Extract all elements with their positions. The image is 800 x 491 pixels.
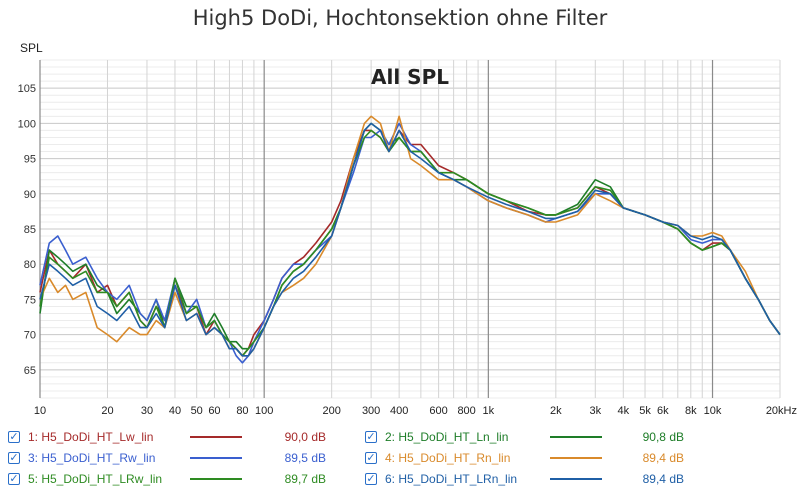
x-tick-label: 100 (255, 405, 273, 417)
y-tick-label: 65 (24, 365, 36, 377)
y-tick-label: 100 (18, 118, 36, 130)
legend-level-value: 90,8 dB (642, 430, 684, 444)
series-line-6 (39, 122, 781, 357)
legend-item-3: ✓ 3: H5_DoDi_HT_Rw_lin (8, 448, 448, 468)
y-tick-label: 90 (24, 189, 36, 201)
y-axis-label: SPL (20, 41, 43, 55)
x-tick-label: 20 (101, 405, 113, 417)
legend-level-value: 90,0 dB (284, 430, 326, 444)
x-tick-label: 5k (639, 405, 651, 417)
series-lines (39, 115, 781, 364)
x-tick-label: 40 (169, 405, 181, 417)
y-tick-label: 105 (18, 83, 36, 95)
figure-title: High5 DoDi, Hochtonsektion ohne Filter (192, 6, 608, 30)
spl-chart: 65 70 75 80 85 90 95 100 105 10 20 30 40 50 60 80 100 20… (18, 41, 797, 417)
legend-series-name: 5: H5_DoDi_HT_LRw_lin (28, 472, 163, 486)
legend-line-swatch (550, 478, 602, 480)
x-tick-label: 300 (362, 405, 380, 417)
legend-item-5: ✓ 5: H5_DoDi_HT_LRw_lin (8, 469, 448, 489)
legend-line-swatch (550, 436, 602, 438)
legend-series-name: 3: H5_DoDi_HT_Rw_lin (28, 451, 156, 465)
x-tick-label: 20kHz (766, 405, 797, 417)
legend-line-swatch (190, 457, 242, 459)
x-tick-label: 4k (617, 405, 629, 417)
legend-checkbox[interactable]: ✓ (8, 452, 20, 464)
legend-item-2: ✓ 2: H5_DoDi_HT_Ln_lin (365, 427, 800, 447)
legend-checkbox[interactable]: ✓ (365, 431, 377, 443)
x-tick-label: 1k (483, 405, 495, 417)
legend-level-value: 89,5 dB (284, 451, 326, 465)
legend-item-1: ✓ 1: H5_DoDi_HT_Lw_lin (8, 427, 448, 447)
legend: ✓ 1: H5_DoDi_HT_Lw_lin 90,0 dB ✓ 2: H5_DoDi_… (0, 425, 800, 491)
y-tick-labels: 65 70 75 80 85 90 95 100 105 (18, 83, 36, 377)
x-tick-label: 80 (236, 405, 248, 417)
legend-checkbox[interactable]: ✓ (8, 431, 20, 443)
x-tick-label: 50 (191, 405, 203, 417)
y-tick-label: 80 (24, 259, 36, 271)
y-tick-label: 70 (24, 330, 36, 342)
x-tick-label: 10 (34, 405, 46, 417)
legend-series-name: 4: H5_DoDi_HT_Rn_lin (385, 451, 511, 465)
y-tick-label: 85 (24, 224, 36, 236)
x-tick-labels: 10 20 30 40 50 60 80 100 200 300 400 600 800 1k 2k 3k 4k… (34, 405, 797, 417)
legend-series-name: 6: H5_DoDi_HT_LRn_lin (385, 472, 518, 486)
legend-level-value: 89,7 dB (284, 472, 326, 486)
legend-checkbox[interactable]: ✓ (365, 452, 377, 464)
x-tick-label: 800 (457, 405, 475, 417)
x-tick-label: 6k (657, 405, 669, 417)
x-tick-label: 10k (704, 405, 722, 417)
x-tick-label: 30 (141, 405, 153, 417)
legend-series-name: 1: H5_DoDi_HT_Lw_lin (28, 430, 154, 444)
y-tick-label: 75 (24, 294, 36, 306)
x-tick-label: 3k (589, 405, 601, 417)
legend-line-swatch (190, 478, 242, 480)
x-tick-label: 400 (390, 405, 408, 417)
legend-series-name: 2: H5_DoDi_HT_Ln_lin (385, 430, 509, 444)
legend-item-4: ✓ 4: H5_DoDi_HT_Rn_lin (365, 448, 800, 468)
x-tick-label: 200 (322, 405, 340, 417)
x-tick-label: 8k (685, 405, 697, 417)
x-tick-label: 60 (208, 405, 220, 417)
legend-level-value: 89,4 dB (642, 472, 684, 486)
legend-checkbox[interactable]: ✓ (365, 473, 377, 485)
legend-item-6: ✓ 6: H5_DoDi_HT_LRn_lin (365, 469, 800, 489)
grid-lines (39, 59, 781, 399)
plot-title: All SPL (371, 65, 449, 89)
y-tick-label: 95 (24, 154, 36, 166)
x-tick-label: 2k (550, 405, 562, 417)
legend-line-swatch (190, 436, 242, 438)
legend-line-swatch (550, 457, 602, 459)
legend-checkbox[interactable]: ✓ (8, 473, 20, 485)
legend-level-value: 89,4 dB (642, 451, 684, 465)
x-tick-label: 600 (429, 405, 447, 417)
